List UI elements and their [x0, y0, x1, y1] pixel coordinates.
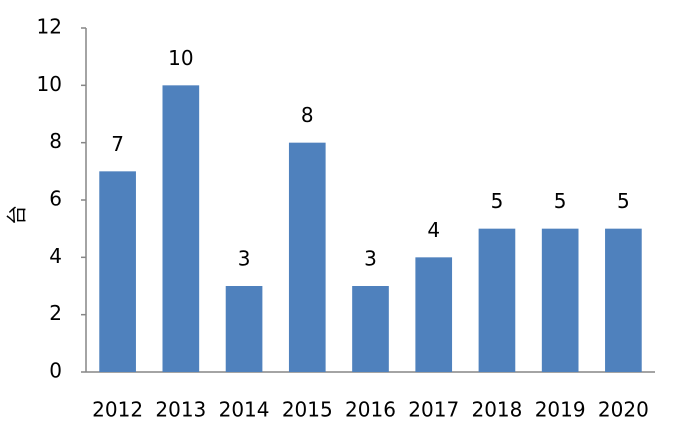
x-tick-label: 2014 [219, 398, 270, 422]
bar [162, 85, 200, 372]
data-label: 5 [491, 189, 504, 213]
bar [352, 286, 389, 372]
bar [541, 228, 579, 372]
data-label: 5 [617, 189, 630, 213]
x-tick-label: 2017 [408, 398, 459, 422]
bar [478, 228, 516, 372]
x-tick-label: 2020 [598, 398, 649, 422]
data-label: 3 [364, 247, 377, 271]
y-tick-label: 2 [49, 301, 62, 325]
y-tick-label: 12 [37, 15, 62, 39]
x-tick-label: 2015 [282, 398, 333, 422]
bar [415, 257, 453, 372]
y-tick-label: 6 [49, 187, 62, 211]
data-label: 7 [111, 132, 124, 156]
x-tick-label: 2016 [345, 398, 396, 422]
x-tick-label: 2012 [92, 398, 143, 422]
x-tick-label: 2013 [155, 398, 206, 422]
data-label: 5 [554, 189, 567, 213]
bar [225, 286, 263, 372]
bar [605, 228, 642, 372]
bar [99, 171, 136, 372]
data-label: 8 [301, 103, 314, 127]
bar [288, 142, 326, 372]
x-tick-label: 2018 [471, 398, 522, 422]
y-tick-label: 10 [37, 72, 62, 96]
y-tick-label: 4 [49, 244, 62, 268]
y-axis-label: 台 [5, 205, 29, 225]
data-label: 10 [168, 46, 193, 70]
y-tick-label: 0 [49, 359, 62, 383]
y-tick-label: 8 [49, 129, 62, 153]
x-tick-label: 2019 [535, 398, 586, 422]
data-label: 3 [238, 247, 251, 271]
data-label: 4 [427, 218, 440, 242]
